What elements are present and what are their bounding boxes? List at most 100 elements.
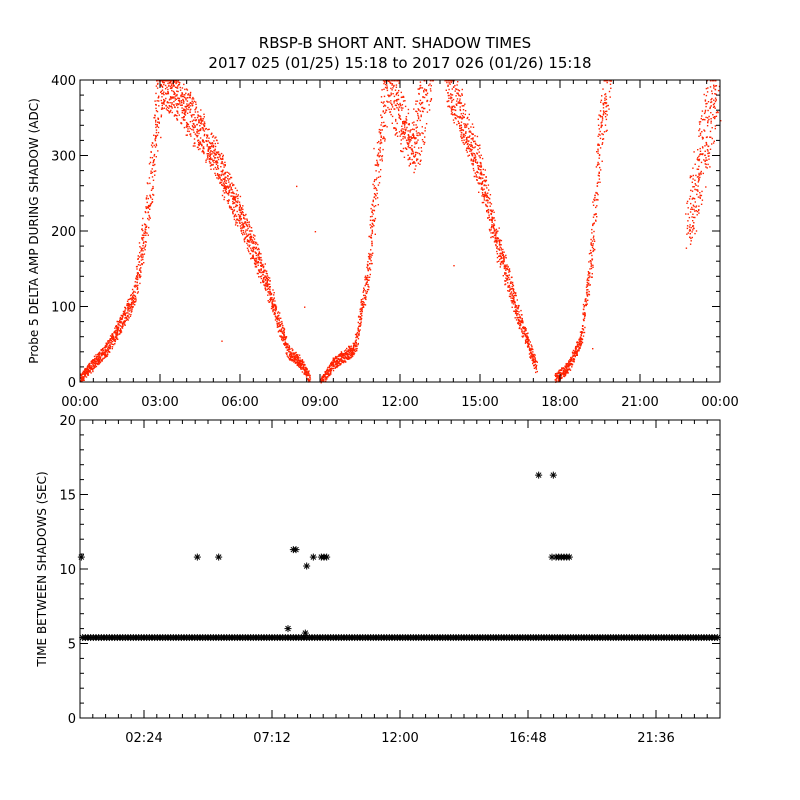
shadow-amp-point <box>583 305 586 307</box>
shadow-amp-point <box>202 127 204 130</box>
shadow-amp-point <box>137 258 139 260</box>
shadow-amp-point <box>300 364 302 366</box>
shadow-amp-point <box>458 94 460 97</box>
shadow-amp-point <box>307 374 309 377</box>
shadow-amp-point <box>377 152 380 154</box>
shadow-amp-point <box>166 106 169 108</box>
shadow-amp-point <box>354 333 357 336</box>
shadow-amp-point <box>305 367 307 370</box>
shadow-amp-point <box>301 363 304 366</box>
shadow-amp-point <box>413 124 415 126</box>
shadow-amp-point <box>604 93 606 96</box>
shadow-amp-point <box>338 355 340 357</box>
shadow-amp-point <box>380 129 382 131</box>
shadow-amp-point <box>216 139 218 142</box>
shadow-amp-point <box>450 107 452 109</box>
shadow-amp-point <box>329 364 331 366</box>
shadow-amp-point <box>606 114 608 116</box>
shadow-amp-point <box>291 347 293 350</box>
shadow-amp-point <box>693 151 695 153</box>
shadow-amp-point <box>231 195 233 197</box>
shadow-amp-point <box>483 188 485 190</box>
shadow-amp-point <box>216 177 218 179</box>
shadow-amp-point <box>492 225 495 227</box>
shadow-amp-point <box>220 166 222 168</box>
shadow-amp-point <box>412 133 414 135</box>
shadow-amp-point <box>124 309 126 311</box>
shadow-amp-point <box>291 359 294 361</box>
shadow-amp-point <box>134 295 137 297</box>
shadow-amp-point <box>492 227 495 229</box>
shadow-amp-point <box>147 217 149 220</box>
shadow-amp-point <box>142 234 144 236</box>
shadow-amp-point <box>506 279 508 281</box>
shadow-amp-point <box>391 104 393 106</box>
shadow-amp-point <box>697 176 699 178</box>
shadow-amp-point <box>583 331 586 334</box>
shadow-amp-point <box>229 185 231 187</box>
shadow-amp-point <box>304 364 306 366</box>
shadow-amp-point <box>190 114 192 116</box>
shadow-amp-point <box>136 281 138 283</box>
shadow-amp-point <box>709 106 711 108</box>
shadow-amp-point <box>447 85 449 87</box>
shadow-amp-point <box>428 109 431 111</box>
shadow-amp-point <box>239 203 241 206</box>
shadow-amp-point <box>511 295 513 297</box>
shadow-amp-point <box>694 179 696 181</box>
shadow-amp-point <box>569 369 572 371</box>
shadow-amp-point <box>84 369 86 372</box>
shadow-amp-point <box>154 117 156 119</box>
shadow-amp-point <box>357 343 359 346</box>
shadow-amp-point <box>264 283 267 285</box>
shadow-amp-point <box>343 360 345 363</box>
shadow-amp-point <box>421 139 424 141</box>
shadow-amp-point <box>496 253 499 255</box>
shadow-amp-point <box>522 322 524 324</box>
shadow-amp-point <box>86 368 89 370</box>
shadow-amp-point <box>472 126 475 128</box>
shadow-amp-point <box>241 211 243 213</box>
shadow-amp-point <box>217 142 219 144</box>
shadow-amp-point <box>327 373 330 375</box>
shadow-amp-point <box>234 202 236 204</box>
shadow-amp-point <box>358 334 360 336</box>
shadow-amp-point <box>239 195 242 198</box>
shadow-amp-point <box>406 142 408 144</box>
shadow-amp-point <box>705 141 707 144</box>
shadow-amp-point <box>300 360 302 363</box>
shadow-amp-point <box>481 195 483 197</box>
shadow-amp-point <box>466 117 468 120</box>
shadow-amp-point <box>605 130 607 132</box>
shadow-amp-point <box>200 119 202 121</box>
shadow-amp-point <box>324 371 326 373</box>
shadow-amp-point <box>85 372 87 374</box>
shadow-amp-point <box>303 361 305 363</box>
shadow-amp-point <box>199 143 201 145</box>
shadow-amp-point <box>265 289 267 291</box>
shadow-amp-point <box>556 376 559 378</box>
shadow-amp-point <box>417 139 419 141</box>
shadow-amp-point <box>451 97 453 99</box>
shadow-amp-point <box>485 194 487 196</box>
shadow-amp-point <box>391 122 393 124</box>
shadow-amp-point <box>481 186 483 189</box>
shadow-amp-point <box>601 119 604 121</box>
shadow-amp-point <box>289 359 291 361</box>
shadow-amp-point <box>258 253 261 255</box>
shadow-amp-point <box>593 213 596 216</box>
shadow-amp-point <box>477 167 479 169</box>
shadow-amp-point <box>580 334 582 336</box>
shadow-amp-point <box>93 359 95 361</box>
shadow-amp-point <box>451 88 453 90</box>
shadow-amp-point <box>281 320 283 323</box>
shadow-amp-point <box>462 134 464 136</box>
shadow-amp-point <box>465 124 468 127</box>
shadow-amp-point <box>395 94 397 96</box>
shadow-amp-point <box>135 284 137 287</box>
shadow-amp-point <box>266 282 268 284</box>
shadow-amp-point <box>239 204 241 207</box>
shadow-amp-point <box>712 103 715 106</box>
shadow-amp-point <box>193 131 195 133</box>
shadow-amp-point <box>296 185 298 188</box>
